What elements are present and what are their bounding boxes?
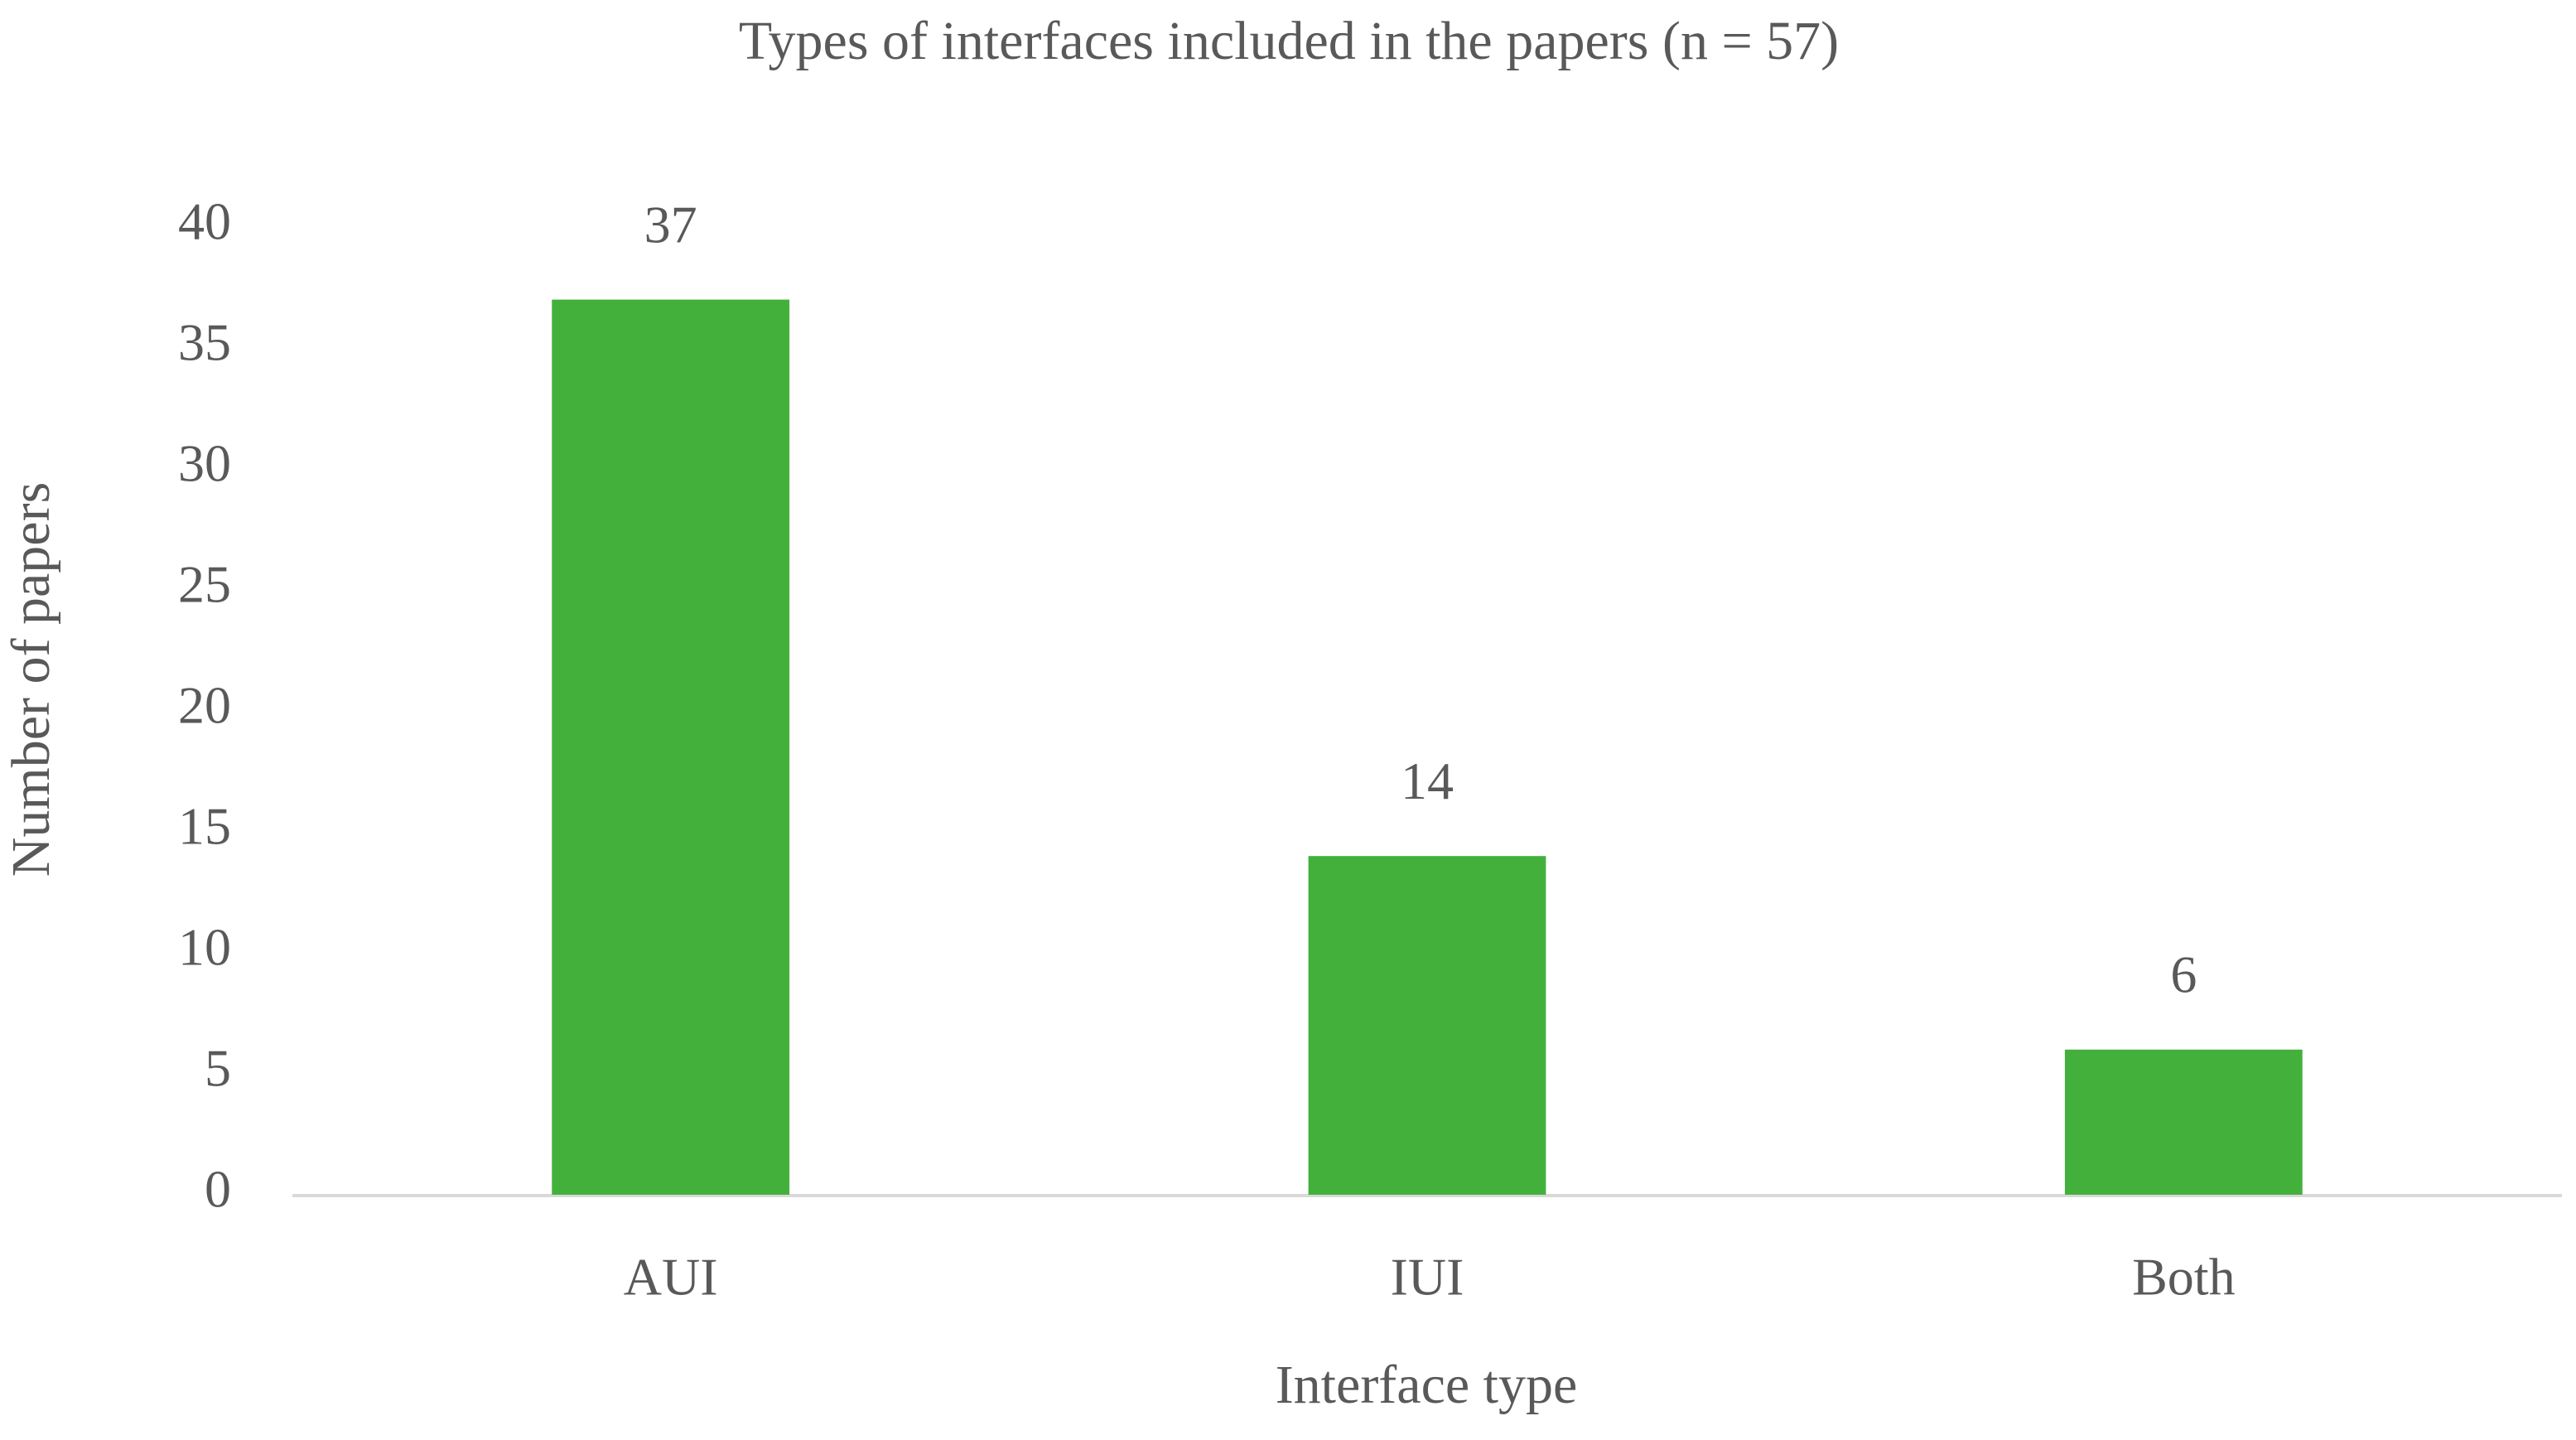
bar <box>2064 1049 2303 1195</box>
y-axis-title: Number of papers <box>1 482 61 877</box>
y-tick-label: 25 <box>178 555 231 614</box>
chart-title: Types of interfaces included in the pape… <box>739 11 1839 71</box>
y-tick-label: 20 <box>178 676 231 735</box>
x-axis-title: Interface type <box>1276 1355 1578 1415</box>
y-tick-label: 30 <box>178 434 231 493</box>
bar <box>1308 856 1546 1195</box>
data-label: 14 <box>1401 751 1454 810</box>
y-tick-label: 10 <box>178 918 231 977</box>
y-tick-label: 0 <box>205 1160 231 1219</box>
x-tick-label: IUI <box>1391 1248 1464 1307</box>
data-label: 37 <box>644 195 697 254</box>
y-tick-label: 15 <box>178 797 231 856</box>
y-tick-label: 5 <box>205 1039 231 1098</box>
y-tick-label: 40 <box>178 192 231 251</box>
x-tick-label: AUI <box>624 1248 718 1307</box>
y-tick-label: 35 <box>178 313 231 372</box>
data-label: 6 <box>2170 945 2197 1003</box>
x-tick-label: Both <box>2132 1248 2235 1307</box>
bar <box>552 299 790 1196</box>
